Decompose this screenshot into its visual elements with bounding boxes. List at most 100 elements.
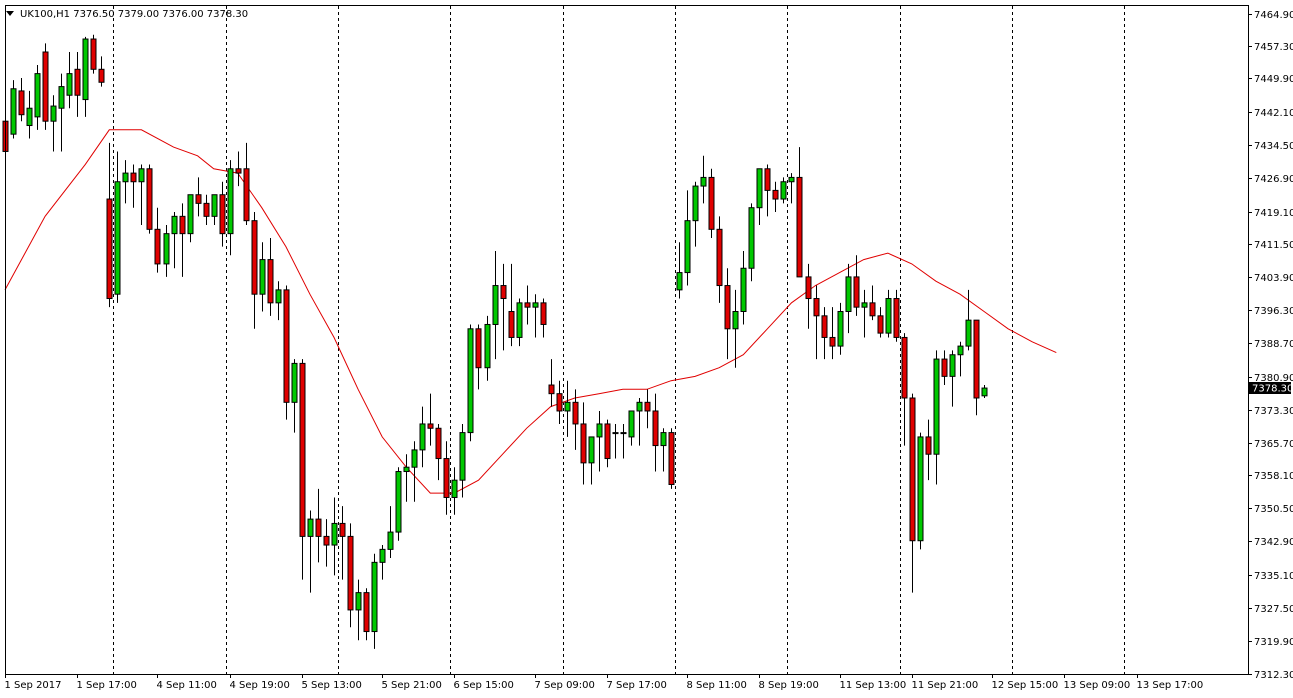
bull-candle-body — [748, 207, 755, 269]
candle — [845, 263, 852, 334]
bull-candle-body — [596, 423, 603, 438]
bull-candle-body — [171, 215, 178, 235]
candle — [179, 203, 186, 277]
plot-frame — [5, 5, 1249, 675]
bear-candle-body — [708, 176, 715, 230]
bear-candle-body — [500, 285, 507, 300]
y-tick-label: 7388.70 — [1254, 339, 1293, 350]
bull-candle-body — [411, 449, 418, 468]
candle — [10, 80, 17, 139]
candle — [805, 263, 812, 329]
chart-header[interactable]: UK100,H1 7376.50 7379.00 7376.00 7378.30 — [6, 9, 248, 20]
candle — [42, 43, 49, 130]
bear-candle-body — [243, 168, 250, 222]
x-tick-label: 1 Sep 17:00 — [77, 680, 137, 691]
triangle-down-icon[interactable] — [6, 11, 14, 16]
candle — [299, 359, 306, 580]
x-tick-label: 1 Sep 2017 — [5, 680, 62, 691]
candle — [459, 423, 466, 498]
bull-candle-body — [259, 259, 266, 295]
x-tick-label: 7 Sep 09:00 — [535, 680, 595, 691]
bear-candle-body — [604, 423, 611, 460]
bull-candle-body — [395, 471, 402, 533]
candle — [347, 523, 354, 628]
bull-candle-body — [957, 345, 964, 356]
candle — [660, 428, 667, 472]
x-tick-label: 13 Sep 09:00 — [1064, 680, 1131, 691]
bear-candle-body — [644, 401, 651, 412]
y-tick-label: 7365.70 — [1254, 439, 1293, 450]
candle — [941, 350, 948, 386]
candle — [138, 164, 145, 225]
candle — [500, 263, 507, 351]
y-tick-label: 7403.90 — [1254, 273, 1293, 284]
candle — [700, 155, 707, 204]
candle — [82, 36, 89, 117]
bear-candle-body — [572, 401, 579, 425]
bull-candle-body — [387, 531, 394, 550]
candle — [724, 268, 731, 360]
bull-candle-body — [467, 328, 474, 434]
candle — [853, 255, 860, 316]
candle — [171, 212, 178, 269]
bear-candle-body — [203, 202, 210, 217]
x-tick-label: 4 Sep 11:00 — [157, 680, 217, 691]
bear-candle-body — [724, 285, 731, 330]
bull-candle-body — [66, 73, 73, 96]
bear-candle-body — [299, 362, 306, 537]
bear-candle-body — [90, 38, 97, 70]
candle — [813, 285, 820, 360]
bull-candle-body — [628, 410, 635, 438]
candle — [933, 350, 940, 485]
bull-candle-body — [371, 561, 378, 633]
bull-candle-body — [451, 479, 458, 498]
candle — [716, 216, 723, 303]
candle — [18, 77, 25, 122]
candle — [227, 160, 234, 256]
candle — [780, 177, 787, 204]
candle — [339, 506, 346, 580]
bull-candle-body — [379, 548, 386, 563]
candle — [427, 393, 434, 446]
candle — [307, 510, 314, 593]
candle — [556, 380, 563, 424]
candle — [146, 164, 153, 234]
axes-layer: 7464.90 7457.30 7449.90 7442.10 7434.50 7426.… — [5, 5, 1293, 691]
chart-info-text: UK100,H1 7376.50 7379.00 7376.00 7378.30 — [20, 9, 248, 20]
bear-candle-body — [18, 90, 25, 116]
candle — [443, 441, 450, 515]
bull-candle-body — [933, 358, 940, 455]
candle — [451, 467, 458, 515]
candle — [877, 307, 884, 338]
bull-candle-body — [620, 432, 627, 435]
candle — [684, 190, 691, 286]
bull-candle-body — [58, 86, 65, 109]
bull-candle-body — [788, 176, 795, 183]
bull-candle-body — [82, 38, 89, 101]
candle — [163, 224, 170, 277]
bear-candle-body — [74, 68, 81, 96]
bull-candle-body — [26, 107, 33, 127]
candle — [861, 289, 868, 338]
candle — [580, 402, 587, 485]
candle — [548, 359, 555, 407]
bear-candle-body — [652, 410, 659, 447]
candle — [740, 250, 747, 325]
candle — [379, 545, 386, 580]
bear-candle-body — [323, 535, 330, 546]
candle — [154, 207, 161, 273]
bear-candle-body — [315, 518, 322, 537]
candle — [764, 164, 771, 217]
bull-candle-body — [34, 73, 41, 118]
candle — [235, 151, 242, 187]
candle — [957, 341, 964, 377]
candle — [965, 289, 972, 351]
y-tick-label: 7373.30 — [1254, 406, 1293, 417]
candle — [676, 242, 683, 299]
bull-candle-body — [917, 436, 924, 542]
candle — [732, 289, 739, 368]
bear-candle-body — [106, 198, 113, 300]
